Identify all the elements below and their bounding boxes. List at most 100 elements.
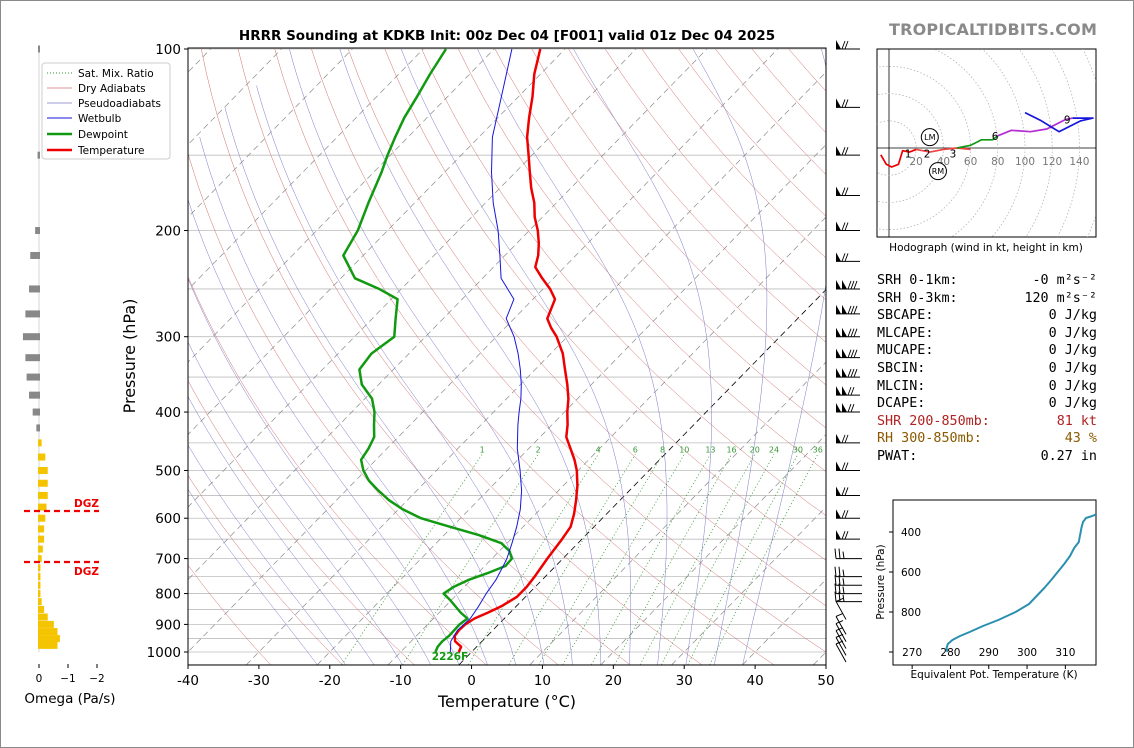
- wind-barb: [836, 252, 860, 262]
- x-tick-label: -40: [177, 673, 199, 689]
- stat-row: SRH 0-1km: -0 m²s⁻²: [877, 272, 1097, 290]
- stat-value: 0 J/kg: [1048, 360, 1097, 376]
- stat-label: MLCAPE:: [877, 325, 934, 341]
- dry-adiabat: [494, 48, 826, 429]
- dry-adiabat: [237, 48, 703, 665]
- temperature-profile: [453, 48, 579, 653]
- stat-value: 0.27 in: [1040, 448, 1097, 464]
- mixing-ratio-line: [639, 454, 756, 665]
- stat-row: PWAT: 0.27 in: [877, 448, 1097, 466]
- x-tick-label: 0: [467, 673, 476, 689]
- hodograph-segment: [1024, 111, 1094, 133]
- hodograph-height-label: 1: [905, 148, 912, 160]
- mixing-ratio-label: 30: [793, 445, 803, 454]
- stat-value: -0 m²s⁻²: [1032, 273, 1098, 288]
- moist-adiabat: [188, 396, 375, 665]
- stat-label: PWAT:: [877, 448, 918, 464]
- dry-adiabat: [531, 48, 826, 386]
- dewpoint-profile: [342, 48, 514, 653]
- thetae-y-tick-label: 800: [901, 607, 921, 619]
- stat-value: 0 J/kg: [1048, 343, 1097, 359]
- wind-barb: [836, 368, 860, 378]
- mixing-ratio-line: [687, 454, 799, 665]
- dgz-top-label: DGZ: [74, 498, 99, 510]
- right-mover-label: RM: [932, 167, 945, 176]
- omega-bar: [38, 598, 42, 606]
- omega-bar: [29, 391, 40, 399]
- stat-row: MLCIN: 0 J/kg: [877, 378, 1097, 396]
- legend-label-wetbulb: Wetbulb: [78, 113, 122, 125]
- hodograph-trace: [880, 111, 1094, 168]
- omega-bar: [38, 635, 60, 643]
- left-mover-label: LM: [924, 133, 935, 142]
- hodograph-ring-label: 80: [991, 156, 1004, 168]
- dry-adiabat: [421, 48, 826, 516]
- thetae-profile: [945, 513, 1096, 653]
- x-tick-label: 10: [534, 673, 551, 689]
- right-mover-marker: [928, 162, 947, 181]
- hodograph-height-label: 3: [950, 148, 957, 160]
- omega-bar: [38, 605, 45, 613]
- moist-adiabat: [188, 488, 318, 665]
- wind-barb: [836, 327, 860, 338]
- legend-label-dewpoint: Dewpoint: [78, 129, 128, 141]
- mixing-ratio-label: 13: [705, 445, 715, 454]
- wind-barb: [836, 221, 860, 232]
- omega-bar: [38, 620, 54, 628]
- omega-bar: [26, 373, 40, 381]
- stat-row: SRH 0-3km: 120 m²s⁻²: [877, 290, 1097, 308]
- wind-barb: [834, 575, 862, 586]
- omega-x-axis: 0 −1 −2: [36, 664, 105, 685]
- omega-bar: [38, 491, 48, 499]
- isotherm-line: [188, 48, 708, 581]
- hodograph-ring: [1051, 49, 1080, 237]
- thetae-trace: [945, 513, 1096, 653]
- isotherm-line: [317, 144, 826, 665]
- mixing-ratio-line: [590, 454, 711, 665]
- hodograph-ring-label: 100: [1015, 156, 1035, 168]
- dry-adiabat: [384, 48, 826, 561]
- mixing-ratio-labels: 1 2 4 6 8 10 13 16 20 24 30 36: [480, 445, 823, 454]
- thetae-x-tick-label: 270: [902, 647, 922, 659]
- dry-adiabat: [188, 474, 343, 665]
- wind-barb: [836, 348, 860, 359]
- stat-value: 0 J/kg: [1048, 325, 1097, 341]
- stat-row: SBCIN: 0 J/kg: [877, 360, 1097, 378]
- mixing-ratio-line: [341, 454, 483, 665]
- omega-bar: [38, 545, 43, 553]
- stat-label: MUCAPE:: [877, 343, 934, 359]
- moist-adiabat: [289, 48, 573, 665]
- omega-bar: [38, 466, 48, 474]
- hodograph-grid: [877, 49, 1096, 237]
- x-tick-label: 20: [605, 673, 622, 689]
- omega-bars: [22, 45, 60, 652]
- dry-adiabat: [604, 48, 826, 301]
- isotherm-line: [188, 48, 778, 653]
- isotherm-line: [600, 434, 826, 665]
- hodograph-ring: [877, 66, 971, 230]
- wind-barb: [834, 591, 862, 603]
- skewt-y-ticks: 100 200 300 400 500 600 700 800 900 1000: [147, 42, 188, 661]
- omega-bar: [38, 628, 58, 636]
- mixing-ratio-label: 4: [596, 445, 601, 454]
- hodograph-caption: Hodograph (wind in kt, height in km): [889, 242, 1083, 254]
- x-tick-label: 40: [747, 673, 764, 689]
- wind-barb: [836, 186, 860, 197]
- moist-adiabat: [188, 198, 460, 665]
- wetbulb-profile: [449, 48, 523, 653]
- wind-barb: [834, 548, 862, 560]
- moist-adiabat: [224, 107, 517, 665]
- hodograph-height-label: 6: [992, 131, 999, 143]
- omega-bar: [38, 479, 48, 487]
- thetae-x-tick-label: 300: [1017, 647, 1037, 659]
- thetae-x-tick-label: 290: [979, 647, 999, 659]
- hodograph-segment: [916, 147, 971, 153]
- thetae-frame: [892, 499, 1097, 666]
- x-tick-label: -30: [248, 673, 270, 689]
- hodograph-ring-label: 60: [964, 156, 977, 168]
- stat-label: SHR 200-850mb:: [877, 413, 990, 429]
- thetae-x-axis-label: Equivalent Pot. Temperature (K): [910, 669, 1077, 681]
- mixing-ratio-label: 10: [679, 445, 689, 454]
- moist-adiabat: [477, 48, 668, 665]
